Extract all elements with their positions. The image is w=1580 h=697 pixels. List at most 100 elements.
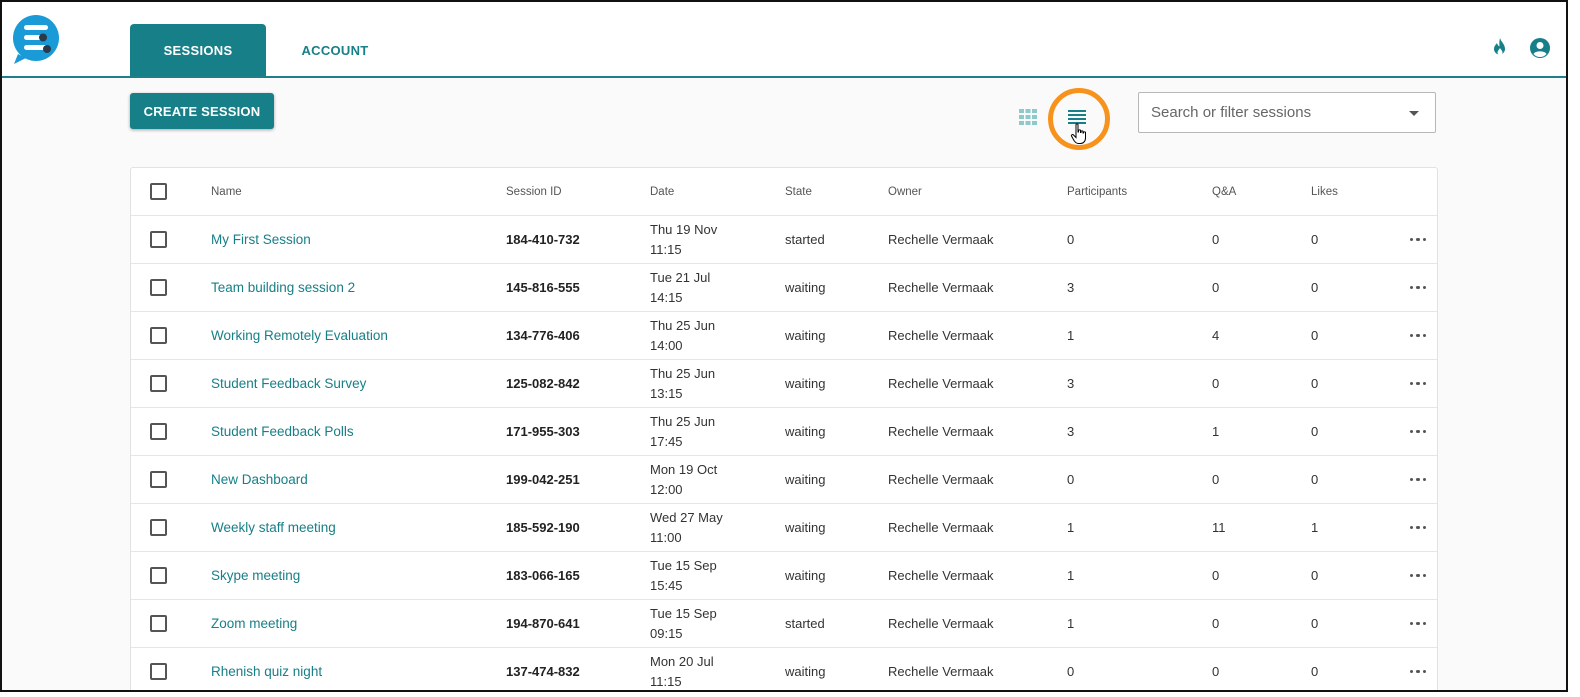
table-row[interactable]: Student Feedback Polls 171-955-303 Thu 2…: [131, 408, 1437, 456]
session-likes: 0: [1311, 424, 1319, 439]
session-name-link[interactable]: New Dashboard: [211, 472, 308, 487]
session-participants: 0: [1067, 472, 1075, 487]
session-participants: 3: [1067, 424, 1075, 439]
row-checkbox[interactable]: [150, 231, 167, 248]
session-state: waiting: [785, 424, 826, 439]
session-name-link[interactable]: Rhenish quiz night: [211, 664, 323, 679]
session-qa: 4: [1212, 328, 1220, 343]
session-name-link[interactable]: Weekly staff meeting: [211, 520, 336, 535]
table-row[interactable]: Team building session 2 145-816-555 Tue …: [131, 264, 1437, 312]
table-row[interactable]: Working Remotely Evaluation 134-776-406 …: [131, 312, 1437, 360]
more-options-icon[interactable]: [1407, 552, 1429, 599]
session-id: 185-592-190: [506, 520, 580, 535]
table-row[interactable]: Weekly staff meeting 185-592-190 Wed 27 …: [131, 504, 1437, 552]
grid-view-icon[interactable]: [1019, 109, 1037, 125]
session-owner: Rechelle Vermaak: [888, 232, 994, 247]
header-owner[interactable]: Owner: [888, 185, 922, 198]
more-options-icon[interactable]: [1407, 504, 1429, 551]
session-name-cell: Team building session 2: [211, 264, 355, 311]
table-row[interactable]: Rhenish quiz night 137-474-832 Mon 20 Ju…: [131, 648, 1437, 690]
select-all-checkbox[interactable]: [150, 183, 167, 200]
session-name-cell: Zoom meeting: [211, 600, 297, 647]
row-checkbox[interactable]: [150, 279, 167, 296]
more-options-icon[interactable]: [1407, 312, 1429, 359]
row-checkbox[interactable]: [150, 663, 167, 680]
list-view-icon[interactable]: [1068, 109, 1086, 125]
row-checkbox[interactable]: [150, 375, 167, 392]
session-name-cell: New Dashboard: [211, 456, 308, 503]
session-date: Thu 25 Jun 17:45: [650, 413, 716, 449]
more-options-icon[interactable]: [1407, 408, 1429, 455]
row-checkbox[interactable]: [150, 519, 167, 536]
more-options-icon[interactable]: [1407, 360, 1429, 407]
row-checkbox-cell: [150, 648, 167, 690]
sessions-table: Name Session ID Date State Owner Partici…: [130, 167, 1438, 690]
header-date[interactable]: Date: [650, 185, 675, 198]
row-checkbox[interactable]: [150, 567, 167, 584]
session-name-cell: Skype meeting: [211, 552, 300, 599]
session-name-link[interactable]: Working Remotely Evaluation: [211, 328, 388, 343]
session-state: waiting: [785, 376, 826, 391]
session-participants: 1: [1067, 568, 1075, 583]
header-session-id[interactable]: Session ID: [506, 185, 562, 198]
row-checkbox-cell: [150, 360, 167, 407]
session-state: waiting: [785, 280, 826, 295]
session-state: started: [785, 232, 825, 247]
table-row[interactable]: Zoom meeting 194-870-641 Tue 15 Sep 09:1…: [131, 600, 1437, 648]
tab-sessions[interactable]: SESSIONS: [130, 24, 266, 76]
session-name-link[interactable]: My First Session: [211, 232, 311, 247]
row-checkbox-cell: [150, 408, 167, 455]
row-checkbox[interactable]: [150, 327, 167, 344]
session-state: waiting: [785, 664, 826, 679]
table-row[interactable]: My First Session 184-410-732 Thu 19 Nov …: [131, 216, 1437, 264]
session-likes: 0: [1311, 232, 1319, 247]
row-checkbox[interactable]: [150, 615, 167, 632]
session-name-link[interactable]: Student Feedback Survey: [211, 376, 367, 391]
app-logo-icon[interactable]: [10, 14, 62, 66]
row-checkbox-cell: [150, 312, 167, 359]
session-id: 184-410-732: [506, 232, 580, 247]
list-view-button[interactable]: [1048, 88, 1110, 150]
session-participants: 0: [1067, 232, 1075, 247]
session-participants: 1: [1067, 520, 1075, 535]
row-checkbox[interactable]: [150, 423, 167, 440]
session-name-link[interactable]: Team building session 2: [211, 280, 356, 295]
session-owner: Rechelle Vermaak: [888, 568, 994, 583]
session-date: Tue 15 Sep 15:45: [650, 557, 717, 593]
session-qa: 0: [1212, 280, 1220, 295]
flame-icon[interactable]: [1489, 37, 1511, 59]
dropdown-caret-icon[interactable]: [1409, 111, 1419, 116]
session-participants: 1: [1067, 328, 1075, 343]
search-input[interactable]: [1151, 104, 1391, 121]
more-options-icon[interactable]: [1407, 648, 1429, 690]
session-id: 199-042-251: [506, 472, 580, 487]
more-options-icon[interactable]: [1407, 600, 1429, 647]
session-name-link[interactable]: Zoom meeting: [211, 616, 298, 631]
header-participants[interactable]: Participants: [1067, 185, 1128, 198]
session-date: Wed 27 May 11:00: [650, 509, 723, 545]
header-qa[interactable]: Q&A: [1212, 185, 1237, 198]
session-qa: 0: [1212, 472, 1220, 487]
table-row[interactable]: Student Feedback Survey 125-082-842 Thu …: [131, 360, 1437, 408]
top-navigation-bar: SESSIONS ACCOUNT: [2, 2, 1566, 78]
create-session-button[interactable]: CREATE SESSION: [130, 93, 274, 129]
header-likes[interactable]: Likes: [1311, 185, 1338, 198]
tab-account[interactable]: ACCOUNT: [301, 42, 369, 58]
session-owner: Rechelle Vermaak: [888, 520, 994, 535]
row-checkbox[interactable]: [150, 471, 167, 488]
more-options-icon[interactable]: [1407, 456, 1429, 503]
session-name-link[interactable]: Student Feedback Polls: [211, 424, 354, 439]
session-id: 134-776-406: [506, 328, 580, 343]
table-row[interactable]: New Dashboard 199-042-251 Mon 19 Oct 12:…: [131, 456, 1437, 504]
header-state[interactable]: State: [785, 185, 812, 198]
header-name[interactable]: Name: [211, 185, 242, 198]
more-options-icon[interactable]: [1407, 264, 1429, 311]
session-name-link[interactable]: Skype meeting: [211, 568, 301, 583]
session-name-cell: Student Feedback Survey: [211, 360, 366, 407]
table-row[interactable]: Skype meeting 183-066-165 Tue 15 Sep 15:…: [131, 552, 1437, 600]
session-likes: 0: [1311, 568, 1319, 583]
session-owner: Rechelle Vermaak: [888, 280, 994, 295]
search-filter-sessions[interactable]: [1138, 92, 1436, 133]
user-account-icon[interactable]: [1529, 37, 1551, 59]
more-options-icon[interactable]: [1407, 216, 1429, 263]
